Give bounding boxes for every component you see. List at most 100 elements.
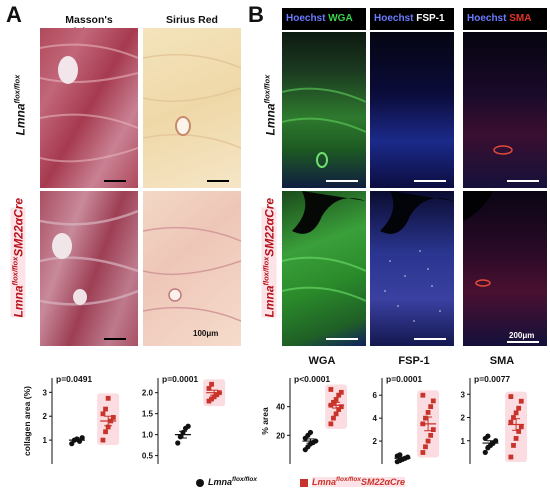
sirius-red-mutant-image: 100μm <box>143 191 241 346</box>
y-tick-label: 2.0 <box>142 389 154 398</box>
fsp1-mutant-image <box>370 191 454 346</box>
y-tick-label: 0.5 <box>142 452 154 461</box>
data-point-mutant <box>423 415 428 421</box>
data-point-mutant <box>328 387 334 392</box>
data-point-mutant <box>428 404 434 410</box>
data-point-control <box>485 433 491 439</box>
data-point-mutant <box>105 424 111 430</box>
legend-mutant: Lmnaflox/floxSM22αCre <box>300 476 406 487</box>
data-point-mutant <box>513 436 519 441</box>
data-point-mutant <box>508 419 514 425</box>
data-point-mutant <box>209 396 214 402</box>
data-point-mutant <box>336 392 342 398</box>
data-point-mutant <box>423 444 428 450</box>
data-point-mutant <box>328 421 334 427</box>
y-axis-label: collagen area (%) <box>22 386 32 456</box>
scale-bar <box>326 338 358 340</box>
plot-title: FSP-1 <box>398 355 429 367</box>
p-value: p=0.0491 <box>56 374 92 384</box>
sirius-red-control-image <box>143 28 241 188</box>
data-point-control <box>493 438 499 444</box>
data-point-mutant <box>420 450 426 455</box>
sma-control-image <box>463 32 547 188</box>
data-point-mutant <box>105 395 111 401</box>
y-axis-label: % area <box>260 407 270 435</box>
y-tick-label: 3 <box>43 388 48 397</box>
data-point-mutant <box>338 404 344 410</box>
legend-control-marker <box>196 478 204 487</box>
y-tick-label: 2 <box>461 414 466 423</box>
data-point-mutant <box>211 394 217 400</box>
header-wga: Hoechst WGA <box>282 8 366 30</box>
data-point-mutant <box>338 389 344 395</box>
scale-bar <box>326 180 358 182</box>
y-tick-label: 20 <box>276 431 285 440</box>
data-point-mutant <box>333 411 339 417</box>
data-point-mutant <box>430 398 436 404</box>
header-sma: Hoechst SMA <box>463 8 547 30</box>
data-point-mutant <box>100 437 106 443</box>
data-point-mutant <box>508 394 514 399</box>
data-point-mutant <box>425 410 431 415</box>
data-point-control <box>482 449 488 455</box>
data-point-mutant <box>103 429 108 435</box>
data-point-mutant <box>209 381 214 387</box>
fsp1-control-image <box>370 32 454 188</box>
p-value: p=0.0077 <box>474 374 510 384</box>
data-point-mutant <box>513 410 519 416</box>
data-point-mutant <box>430 427 436 432</box>
scale-bar <box>507 180 539 182</box>
scale-bar <box>104 338 126 340</box>
y-tick-label: 3 <box>461 390 466 399</box>
data-point-mutant <box>516 405 522 411</box>
p-value: p=0.0001 <box>162 374 198 384</box>
data-point-control <box>175 440 181 446</box>
scale-bar <box>207 180 229 182</box>
y-tick-label: 1 <box>461 437 466 446</box>
data-point-mutant <box>518 424 524 430</box>
data-point-mutant <box>511 415 516 420</box>
scale-label-a: 100μm <box>193 329 219 338</box>
panel-a-letter: A <box>6 2 22 27</box>
data-point-control <box>397 452 403 458</box>
scale-bar <box>414 338 446 340</box>
data-point-control <box>69 441 75 447</box>
scale-bar <box>104 180 126 182</box>
masson-trichrome-mutant-image <box>40 191 138 346</box>
y-tick-label: 1 <box>43 436 48 445</box>
y-tick-label: 6 <box>373 391 378 400</box>
data-point-mutant <box>508 454 514 460</box>
plot-title: SMA <box>490 355 515 367</box>
y-tick-label: 40 <box>276 403 285 412</box>
data-point-mutant <box>425 438 431 444</box>
data-point-mutant <box>518 398 524 404</box>
data-point-mutant <box>110 415 116 420</box>
scale-label-b: 200μm <box>509 331 535 340</box>
data-point-mutant <box>100 411 106 417</box>
scale-bar <box>414 180 446 182</box>
data-point-mutant <box>333 397 339 402</box>
data-point-mutant <box>206 398 212 404</box>
data-point-mutant <box>420 392 426 398</box>
y-tick-label: 2 <box>43 412 48 421</box>
data-point-mutant <box>428 432 434 438</box>
data-point-control <box>307 429 314 436</box>
sma-mutant-image: 200μm <box>463 191 547 346</box>
data-point-mutant <box>336 407 342 412</box>
data-point-control <box>185 423 191 429</box>
wga-mutant-image <box>282 191 366 346</box>
y-tick-label: 1.0 <box>142 431 154 440</box>
data-point-mutant <box>516 429 522 434</box>
plot-title: WGA <box>309 355 336 367</box>
header-fsp1: Hoechst FSP-1 <box>370 8 454 30</box>
masson-trichrome-control-image <box>40 28 138 188</box>
data-point-mutant <box>331 415 336 421</box>
y-tick-label: 2 <box>373 437 378 446</box>
panel-b-letter: B <box>248 2 264 27</box>
data-point-mutant <box>103 406 108 412</box>
p-value: p=0.0001 <box>386 374 422 384</box>
y-tick-label: 1.5 <box>142 410 154 419</box>
data-point-mutant <box>206 386 212 391</box>
data-point-mutant <box>511 443 516 448</box>
